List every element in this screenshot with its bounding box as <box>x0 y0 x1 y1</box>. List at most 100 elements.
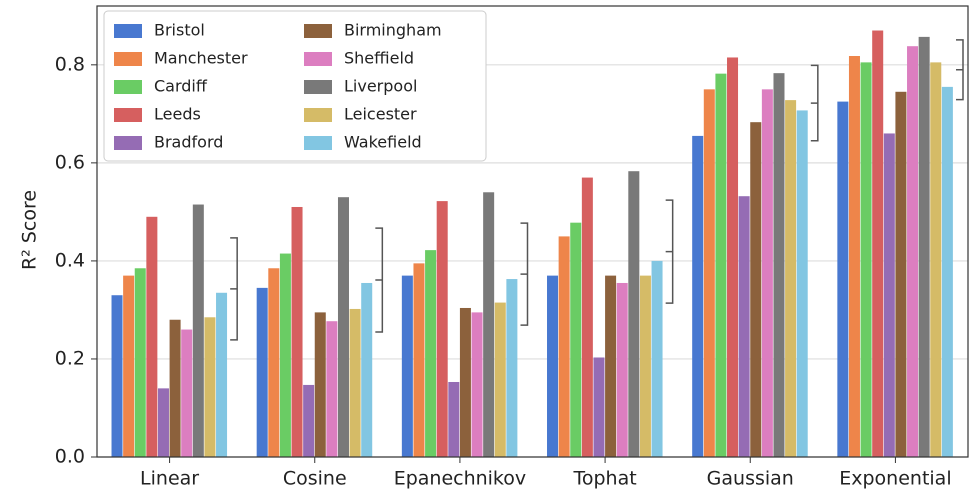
bar <box>930 62 942 457</box>
legend-label: Birmingham <box>344 21 442 40</box>
legend-swatch <box>304 24 332 38</box>
y-tick-label: 0.2 <box>55 347 85 369</box>
x-tick-label: Exponential <box>839 468 951 490</box>
bar <box>279 253 291 457</box>
x-tick-label: Linear <box>140 468 199 490</box>
bar <box>727 57 739 457</box>
bar <box>918 36 930 457</box>
bar <box>750 122 762 457</box>
bar <box>494 302 506 457</box>
legend-swatch <box>114 108 142 122</box>
bar <box>326 321 338 457</box>
bar <box>349 308 361 457</box>
legend-swatch <box>304 108 332 122</box>
bar <box>907 46 919 458</box>
bar <box>639 275 651 457</box>
bar <box>581 177 593 457</box>
bar <box>303 384 315 457</box>
bracket <box>375 227 384 333</box>
bar <box>883 133 895 457</box>
y-tick-label: 0.6 <box>55 151 85 173</box>
legend-swatch <box>304 136 332 150</box>
bar <box>204 317 216 457</box>
legend-label: Bristol <box>154 21 205 40</box>
bar <box>593 357 605 457</box>
bar <box>192 204 204 457</box>
bar <box>860 62 872 457</box>
bar <box>570 222 582 457</box>
bar <box>605 275 617 457</box>
bar <box>895 91 907 458</box>
bar <box>459 307 471 457</box>
legend-label: Wakefield <box>344 133 422 152</box>
bracket <box>956 39 964 101</box>
legend-swatch <box>304 80 332 94</box>
bracket <box>520 222 529 326</box>
bracket <box>665 199 674 304</box>
bar <box>941 86 953 458</box>
bar <box>268 268 280 457</box>
legend-swatch <box>304 52 332 66</box>
x-tick-label: Tophat <box>572 468 636 490</box>
legend-label: Sheffield <box>344 49 414 68</box>
bar <box>401 275 413 457</box>
bar <box>773 73 785 457</box>
bar <box>616 282 628 457</box>
bar <box>796 110 808 457</box>
bar <box>436 201 448 457</box>
bar <box>314 312 326 457</box>
bar <box>848 56 860 458</box>
y-axis-label: R² Score <box>19 190 41 270</box>
bar <box>506 279 518 457</box>
legend-swatch <box>114 24 142 38</box>
bar <box>337 197 349 457</box>
bar <box>547 275 559 457</box>
legend-box <box>103 10 487 162</box>
legend: Bristol Manchester Cardiff Leeds Bradford Bir… <box>103 10 487 162</box>
bar <box>703 89 715 457</box>
bar <box>558 236 570 457</box>
x-tick-label: Epanechnikov <box>394 468 526 490</box>
legend-swatch <box>114 80 142 94</box>
y-tick-label: 0.4 <box>55 249 85 271</box>
bar <box>628 171 640 458</box>
bar <box>181 329 193 457</box>
bar <box>837 101 849 457</box>
bar <box>169 319 181 457</box>
x-tick-label: Gaussian <box>707 468 794 490</box>
bar <box>715 73 727 458</box>
bar <box>872 30 884 458</box>
legend-label: Leeds <box>154 105 201 124</box>
bar <box>361 282 373 457</box>
bar <box>123 275 135 457</box>
bar <box>291 206 303 457</box>
y-tick-label: 0.0 <box>55 446 85 468</box>
bar <box>216 292 228 457</box>
bar <box>157 388 169 457</box>
bar <box>761 89 773 457</box>
bar <box>483 192 495 458</box>
legend-label: Leicester <box>344 105 417 124</box>
bar <box>111 295 123 457</box>
bar <box>448 381 460 457</box>
bracket <box>230 237 238 341</box>
bar <box>425 250 437 457</box>
bar <box>413 263 425 457</box>
bar <box>785 100 797 458</box>
legend-label: Liverpool <box>344 77 417 96</box>
legend-label: Cardiff <box>154 77 208 96</box>
legend-swatch <box>114 136 142 150</box>
bar <box>146 216 158 457</box>
bar <box>471 312 483 457</box>
bracket <box>810 64 819 142</box>
bar <box>738 196 750 457</box>
plot-frame <box>96 5 969 458</box>
legend-label: Manchester <box>154 49 248 68</box>
x-tick-label: Cosine <box>283 468 347 490</box>
legend-swatch <box>114 52 142 66</box>
bar <box>651 260 663 457</box>
bar <box>134 268 146 457</box>
legend-label: Bradford <box>154 133 223 152</box>
bar <box>692 135 704 458</box>
